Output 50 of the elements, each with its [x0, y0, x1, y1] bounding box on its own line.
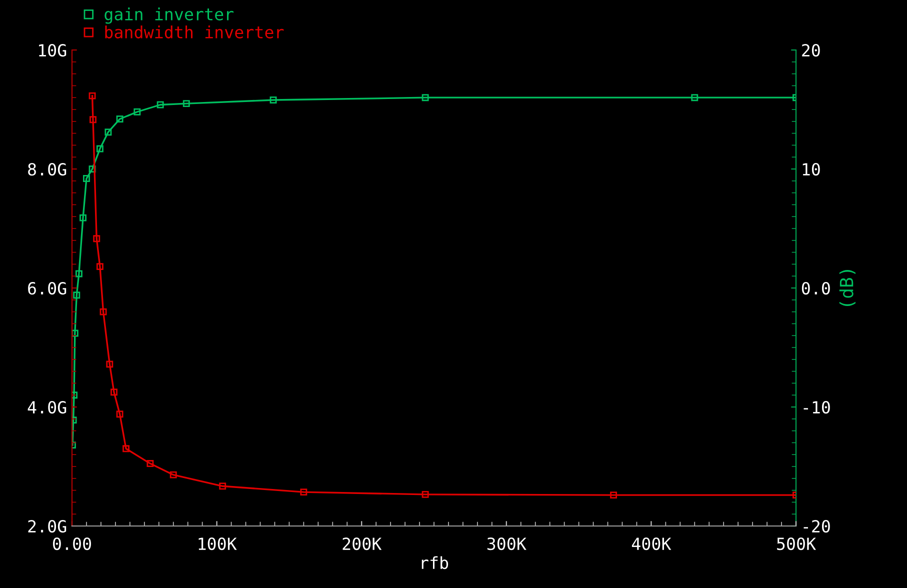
point	[73, 292, 80, 299]
x-tick-label: 300K	[487, 537, 526, 550]
point	[80, 214, 86, 222]
point	[110, 388, 118, 396]
legend-label: bandwidth inverter	[105, 26, 284, 38]
point	[691, 94, 698, 102]
y-tick-label: 8.0G	[28, 163, 66, 176]
point	[116, 410, 124, 418]
point	[182, 100, 190, 108]
point	[93, 235, 100, 242]
point	[100, 308, 107, 316]
point	[422, 94, 429, 102]
point	[170, 471, 177, 478]
point	[146, 460, 154, 467]
y2-tick-label: -10	[804, 401, 830, 414]
point	[88, 92, 96, 100]
point	[72, 330, 78, 337]
x-tick-label: 400K	[632, 537, 672, 550]
point	[96, 145, 104, 152]
point	[104, 128, 112, 136]
y2-tick-label: 20	[802, 44, 820, 57]
legend-label: gain inverter	[104, 8, 234, 24]
point	[134, 108, 141, 116]
point	[156, 101, 164, 108]
x-tick-label: 0.00	[53, 537, 91, 550]
point	[422, 490, 429, 498]
point	[88, 166, 96, 172]
point	[270, 96, 277, 104]
point	[90, 116, 96, 124]
point	[300, 488, 308, 496]
y-tick-label: 10G	[39, 44, 66, 57]
point	[116, 116, 124, 122]
x-axis-title: rfb	[422, 556, 448, 570]
point	[106, 360, 114, 368]
x-tick-label: 100K	[198, 537, 237, 550]
point	[610, 492, 618, 499]
y-tick-label: 2.0G	[28, 520, 66, 533]
x-tick-label: 200K	[342, 537, 382, 550]
point	[219, 482, 226, 490]
point	[122, 445, 130, 452]
y-tick-label: 4.0G	[28, 401, 66, 414]
y-tick-label: 6.0G	[28, 282, 66, 295]
y2-tick-label: 10	[802, 163, 820, 176]
point	[83, 175, 90, 182]
y2-tick-label: -20	[804, 520, 830, 533]
y2-axis-title: (dB)	[839, 270, 856, 306]
point	[96, 263, 104, 270]
x-tick-label: 500K	[777, 537, 816, 550]
y2-tick-label: 0.0	[802, 282, 830, 295]
point	[75, 270, 82, 278]
